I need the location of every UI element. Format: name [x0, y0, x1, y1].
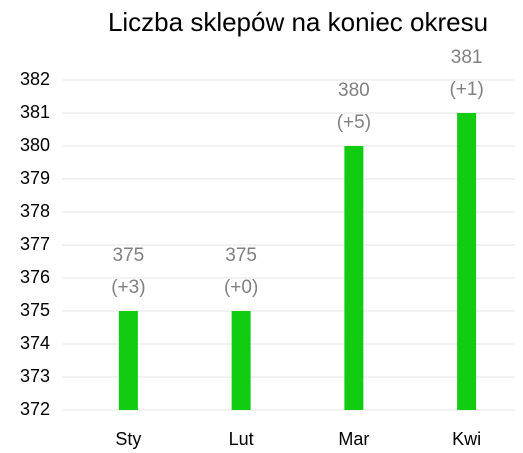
bar — [118, 311, 138, 410]
value-label: (+0) — [224, 277, 258, 298]
value-label: 380 — [338, 80, 370, 101]
value-label: (+1) — [449, 79, 483, 100]
y-tick-label: 378 — [20, 201, 50, 221]
bar — [231, 311, 251, 410]
value-label: 375 — [113, 245, 145, 266]
y-tick-label: 380 — [20, 135, 50, 155]
y-tick-label: 379 — [20, 168, 50, 188]
chart-title: Liczba sklepów na koniec okresu — [108, 7, 488, 37]
y-tick-label: 372 — [20, 399, 50, 419]
x-tick-label: Kwi — [452, 429, 481, 449]
value-label: 375 — [225, 245, 257, 266]
bar — [457, 113, 477, 410]
x-tick-label: Lut — [229, 429, 254, 449]
y-tick-label: 382 — [20, 69, 50, 89]
y-tick-label: 381 — [20, 102, 50, 122]
x-tick-label: Mar — [338, 429, 369, 449]
y-tick-label: 376 — [20, 267, 50, 287]
value-label: (+5) — [337, 112, 371, 133]
bar — [344, 146, 364, 410]
value-label: 381 — [451, 47, 483, 68]
y-tick-label: 375 — [20, 300, 50, 320]
y-tick-label: 373 — [20, 366, 50, 386]
value-label: (+3) — [111, 277, 145, 298]
y-tick-label: 377 — [20, 234, 50, 254]
y-tick-label: 374 — [20, 333, 50, 353]
x-tick-label: Sty — [115, 429, 141, 449]
